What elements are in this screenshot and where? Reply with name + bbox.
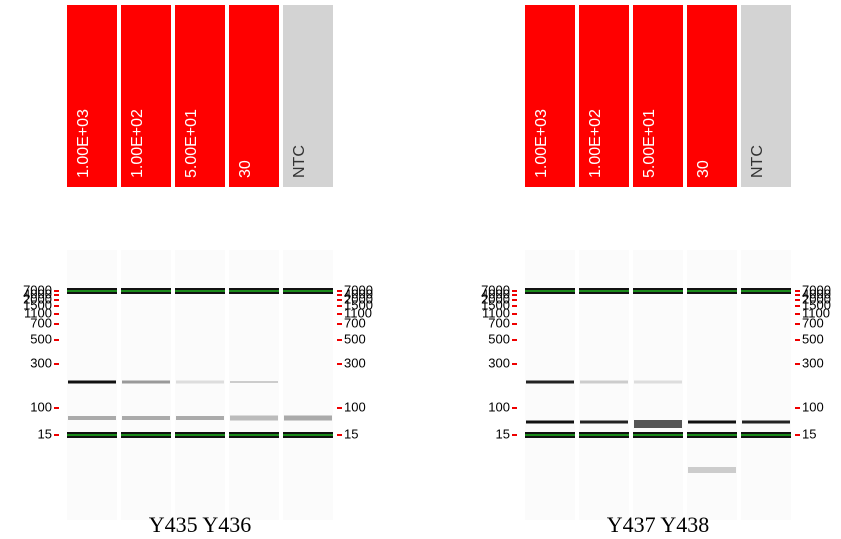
marker-line — [283, 434, 333, 436]
lane-label: 5.00E+01 — [183, 109, 200, 178]
sample-band — [284, 416, 332, 421]
lane-label: 1.00E+02 — [129, 109, 146, 178]
sample-band — [580, 421, 628, 424]
marker-line — [687, 290, 737, 292]
sample-band — [122, 416, 170, 420]
marker-line — [633, 290, 683, 292]
marker-line — [175, 434, 225, 436]
lane-header — [229, 5, 279, 187]
lane-label: 30 — [695, 160, 712, 178]
ladder-label: 100 — [488, 399, 510, 414]
panel-caption: Y437 Y438 — [607, 512, 709, 537]
ladder-label: 300 — [488, 355, 510, 370]
ladder-label: 300 — [344, 355, 366, 370]
sample-band — [122, 381, 170, 384]
marker-line — [67, 290, 117, 292]
ladder-label: 100 — [344, 399, 366, 414]
marker-line — [121, 290, 171, 292]
ladder-label: 300 — [802, 355, 824, 370]
marker-line — [121, 434, 171, 436]
marker-line — [283, 290, 333, 292]
marker-line — [687, 434, 737, 436]
sample-band — [688, 467, 736, 473]
gel-figure: 1.00E+031.00E+025.00E+0130NTC70007000400… — [0, 0, 841, 539]
marker-line — [229, 434, 279, 436]
ladder-label: 300 — [30, 355, 52, 370]
marker-line — [741, 290, 791, 292]
ladder-label: 15 — [802, 426, 816, 441]
ladder-label: 500 — [488, 331, 510, 346]
sample-band — [580, 381, 628, 384]
ladder-label: 700 — [30, 315, 52, 330]
ladder-label: 700 — [488, 315, 510, 330]
ladder-label: 100 — [802, 399, 824, 414]
sample-band — [68, 381, 116, 384]
panel-caption: Y435 Y436 — [149, 512, 251, 537]
ladder-label: 15 — [38, 426, 52, 441]
ladder-label: 15 — [344, 426, 358, 441]
marker-line — [579, 290, 629, 292]
lane-label: NTC — [291, 145, 308, 178]
marker-line — [525, 290, 575, 292]
lane-header — [687, 5, 737, 187]
marker-line — [633, 434, 683, 436]
sample-band — [230, 416, 278, 421]
marker-line — [579, 434, 629, 436]
marker-line — [67, 434, 117, 436]
marker-line — [175, 290, 225, 292]
sample-band — [742, 421, 790, 424]
sample-band — [230, 381, 278, 383]
ladder-label: 700 — [344, 315, 366, 330]
lane-label: 30 — [237, 160, 254, 178]
sample-band — [68, 416, 116, 420]
lane-label: 5.00E+01 — [641, 109, 658, 178]
sample-band — [526, 421, 574, 424]
lane-label: 1.00E+03 — [533, 109, 550, 178]
sample-band — [176, 416, 224, 420]
ladder-label: 15 — [496, 426, 510, 441]
marker-line — [229, 290, 279, 292]
ladder-label: 100 — [30, 399, 52, 414]
sample-band — [526, 381, 574, 384]
ladder-label: 700 — [802, 315, 824, 330]
lane-label: 1.00E+03 — [75, 109, 92, 178]
sample-band — [176, 381, 224, 384]
ladder-label: 500 — [30, 331, 52, 346]
lane-label: 1.00E+02 — [587, 109, 604, 178]
sample-band — [688, 421, 736, 424]
sample-band — [634, 381, 682, 384]
sample-band — [634, 420, 682, 428]
marker-line — [741, 434, 791, 436]
lane-label: NTC — [749, 145, 766, 178]
marker-line — [525, 434, 575, 436]
ladder-label: 500 — [344, 331, 366, 346]
ladder-label: 500 — [802, 331, 824, 346]
